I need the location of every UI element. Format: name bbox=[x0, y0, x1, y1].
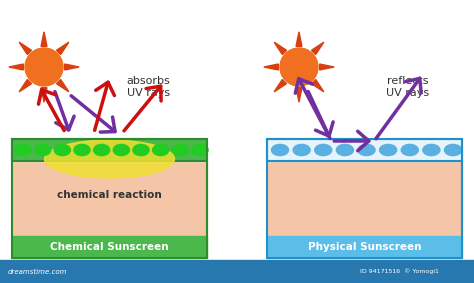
Ellipse shape bbox=[293, 144, 310, 156]
Ellipse shape bbox=[35, 144, 51, 156]
Polygon shape bbox=[311, 42, 324, 54]
Polygon shape bbox=[19, 42, 31, 54]
Text: Physical Sunscreen: Physical Sunscreen bbox=[308, 242, 421, 252]
Polygon shape bbox=[311, 80, 324, 92]
Ellipse shape bbox=[133, 144, 149, 156]
Polygon shape bbox=[296, 32, 302, 46]
Polygon shape bbox=[64, 64, 79, 70]
Bar bbox=[267, 236, 462, 258]
Ellipse shape bbox=[93, 144, 110, 156]
Ellipse shape bbox=[445, 144, 462, 156]
Polygon shape bbox=[56, 80, 69, 92]
Bar bbox=[267, 139, 462, 161]
Bar bbox=[12, 161, 207, 236]
Polygon shape bbox=[274, 42, 286, 54]
Ellipse shape bbox=[45, 140, 174, 178]
Ellipse shape bbox=[74, 144, 90, 156]
Text: dreamstime.com: dreamstime.com bbox=[8, 269, 67, 275]
Ellipse shape bbox=[337, 144, 354, 156]
Polygon shape bbox=[319, 64, 334, 70]
Circle shape bbox=[25, 48, 63, 86]
Bar bbox=[267, 139, 462, 258]
Ellipse shape bbox=[423, 144, 440, 156]
Polygon shape bbox=[9, 64, 23, 70]
Bar bbox=[267, 139, 462, 161]
Text: absorbs
UV rays: absorbs UV rays bbox=[127, 76, 170, 98]
Ellipse shape bbox=[380, 144, 397, 156]
Text: Chemical Sunscreen: Chemical Sunscreen bbox=[50, 242, 169, 252]
Text: chemical reaction: chemical reaction bbox=[57, 190, 162, 200]
Polygon shape bbox=[41, 88, 47, 102]
Bar bbox=[12, 139, 207, 161]
Ellipse shape bbox=[358, 144, 375, 156]
Ellipse shape bbox=[113, 144, 129, 156]
Ellipse shape bbox=[315, 144, 332, 156]
Polygon shape bbox=[274, 80, 286, 92]
Ellipse shape bbox=[153, 144, 169, 156]
Ellipse shape bbox=[54, 144, 71, 156]
Bar bbox=[12, 236, 207, 258]
Ellipse shape bbox=[272, 144, 289, 156]
Polygon shape bbox=[264, 64, 278, 70]
Ellipse shape bbox=[15, 144, 31, 156]
Polygon shape bbox=[41, 32, 47, 46]
Ellipse shape bbox=[172, 144, 189, 156]
Text: reflects
UV rays: reflects UV rays bbox=[386, 76, 429, 98]
Circle shape bbox=[280, 48, 318, 86]
Ellipse shape bbox=[192, 144, 208, 156]
Polygon shape bbox=[56, 42, 69, 54]
Polygon shape bbox=[296, 88, 302, 102]
Polygon shape bbox=[19, 80, 31, 92]
Bar bbox=[12, 139, 207, 258]
Text: ID 94171516  © Yomogi1: ID 94171516 © Yomogi1 bbox=[360, 269, 439, 274]
Ellipse shape bbox=[401, 144, 418, 156]
Bar bbox=[0, 260, 474, 283]
Bar bbox=[12, 139, 207, 161]
Bar bbox=[267, 161, 462, 236]
